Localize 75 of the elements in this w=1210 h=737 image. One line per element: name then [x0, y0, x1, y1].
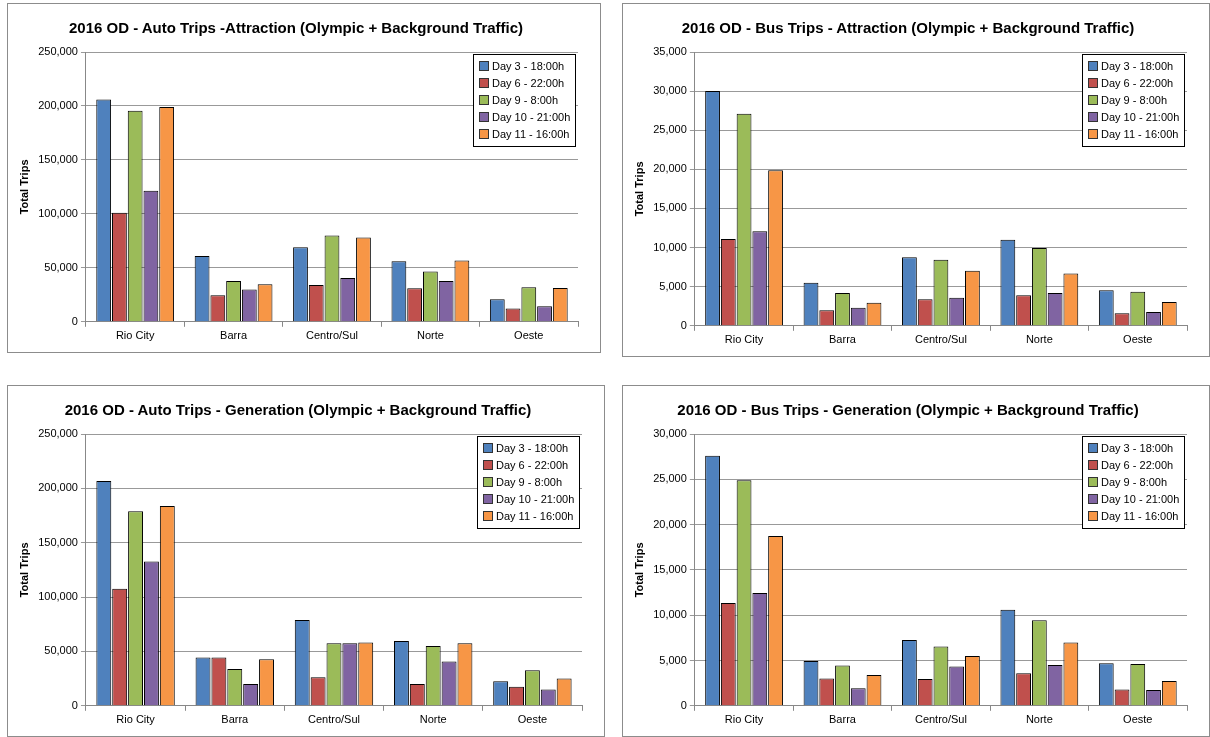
- x-tick-label: Rio City: [115, 329, 155, 342]
- y-tick-label: 10,000: [653, 608, 687, 621]
- chart-title: 2016 OD - Bus Trips - Generation (Olympic + Background Traffic): [677, 401, 1139, 419]
- y-tick-label: 30,000: [653, 84, 687, 97]
- chart-title: 2016 OD - Bus Trips - Attraction (Olympic + Background Traffic): [681, 19, 1135, 37]
- y-tick-label: 15,000: [653, 562, 687, 575]
- legend-label: Day 11 - 16:00h: [491, 127, 571, 142]
- legend-label: Day 9 - 8:00h: [1100, 475, 1169, 490]
- y-tick-label: 200,000: [38, 481, 78, 494]
- x-tick-label: Centro/Sul: [914, 713, 967, 726]
- x-tick-label: Centro/Sul: [307, 713, 360, 726]
- y-tick-label: 0: [71, 314, 78, 327]
- y-tick-label: 50,000: [44, 644, 78, 657]
- legend-label: Day 6 - 22:00h: [495, 458, 570, 473]
- legend-label: Day 11 - 16:00h: [1100, 127, 1180, 142]
- x-tick-label: Oeste: [1123, 713, 1153, 726]
- legend-label: Day 11 - 16:00h: [1100, 509, 1180, 524]
- y-tick-label: 0: [680, 698, 687, 711]
- legend-label: Day 10 - 21:00h: [1100, 492, 1180, 507]
- x-tick-label: Rio City: [724, 713, 764, 726]
- x-tick-label: Oeste: [1123, 333, 1153, 346]
- y-axis-title: Total Trips: [17, 542, 30, 598]
- y-tick-label: 100,000: [38, 590, 78, 603]
- y-tick-label: 15,000: [653, 201, 687, 214]
- legend-label: Day 9 - 8:00h: [1100, 93, 1169, 108]
- x-tick-label: Barra: [221, 713, 250, 726]
- x-tick-label: Centro/Sul: [914, 333, 967, 346]
- y-tick-label: 0: [680, 318, 687, 331]
- y-tick-label: 20,000: [653, 517, 687, 530]
- legend-label: Day 9 - 8:00h: [495, 475, 564, 490]
- legend-label: Day 9 - 8:00h: [491, 93, 560, 108]
- chart-title: 2016 OD - Auto Trips -Attraction (Olympic + Background Traffic): [68, 19, 524, 37]
- x-tick-label: Norte: [416, 329, 444, 342]
- y-tick-label: 150,000: [38, 535, 78, 548]
- x-tick-label: Centro/Sul: [305, 329, 358, 342]
- y-tick-label: 25,000: [653, 123, 687, 136]
- y-axis-title: Total Trips: [632, 161, 645, 217]
- legend-label: Day 10 - 21:00h: [491, 110, 571, 125]
- y-tick-label: 25,000: [653, 472, 687, 485]
- y-tick-label: 100,000: [38, 206, 78, 219]
- x-tick-label: Barra: [829, 333, 857, 346]
- y-axis-title: Total Trips: [17, 159, 30, 215]
- x-tick-label: Norte: [1025, 713, 1053, 726]
- x-tick-label: Barra: [220, 329, 248, 342]
- x-tick-label: Oeste: [517, 713, 548, 726]
- y-tick-label: 150,000: [38, 152, 78, 165]
- x-tick-label: Rio City: [724, 333, 764, 346]
- y-tick-label: 50,000: [44, 260, 78, 273]
- y-tick-label: 200,000: [38, 98, 78, 111]
- y-tick-label: 10,000: [653, 240, 687, 253]
- legend-label: Day 6 - 22:00h: [1100, 458, 1175, 473]
- legend-label: Day 11 - 16:00h: [495, 509, 575, 524]
- legend-label: Day 6 - 22:00h: [1100, 76, 1175, 91]
- x-tick-label: Norte: [1025, 333, 1053, 346]
- legend-label: Day 3 - 18:00h: [1100, 59, 1175, 74]
- legend-label: Day 6 - 22:00h: [491, 76, 566, 91]
- x-tick-label: Barra: [829, 713, 857, 726]
- legend-label: Day 10 - 21:00h: [1100, 110, 1180, 125]
- legend-label: Day 3 - 18:00h: [1100, 441, 1175, 456]
- x-tick-label: Norte: [419, 713, 447, 726]
- y-tick-label: 5,000: [659, 279, 687, 292]
- legend-label: Day 10 - 21:00h: [495, 492, 575, 507]
- y-tick-label: 0: [71, 698, 78, 711]
- legend-label: Day 3 - 18:00h: [491, 59, 566, 74]
- y-tick-label: 35,000: [653, 45, 687, 58]
- y-tick-label: 250,000: [38, 427, 78, 440]
- y-tick-label: 5,000: [659, 653, 687, 666]
- x-tick-label: Rio City: [116, 713, 156, 726]
- chart-title: 2016 OD - Auto Trips - Generation (Olympic + Background Traffic): [64, 401, 532, 419]
- legend-label: Day 3 - 18:00h: [495, 441, 570, 456]
- y-axis-title: Total Trips: [632, 542, 645, 598]
- x-tick-label: Oeste: [514, 329, 544, 342]
- y-tick-label: 20,000: [653, 162, 687, 175]
- y-tick-label: 250,000: [38, 45, 78, 58]
- y-tick-label: 30,000: [653, 427, 687, 440]
